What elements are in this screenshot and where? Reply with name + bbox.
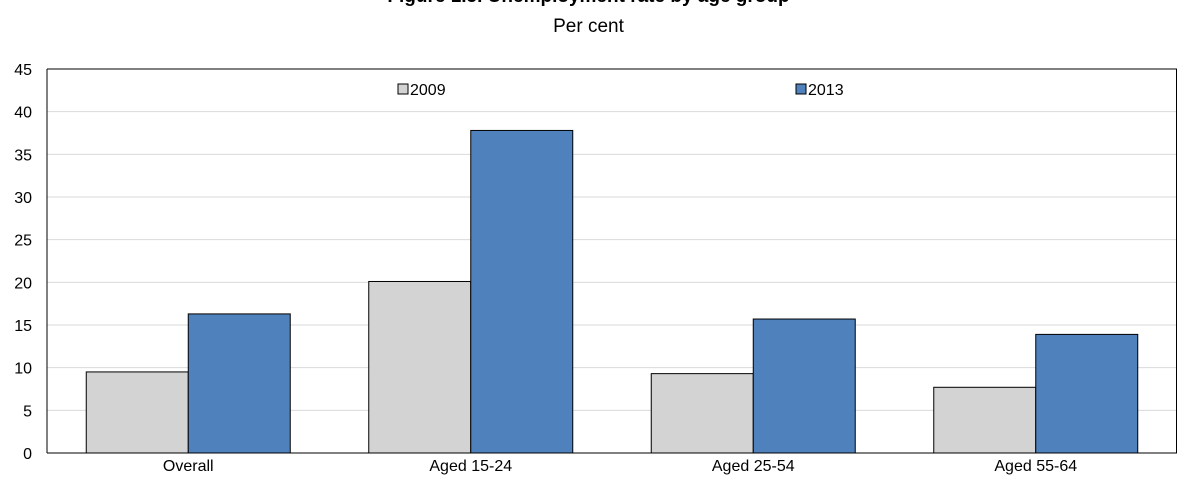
legend-swatch-2013 [795,83,807,95]
bar-2013-3 [752,318,856,454]
legend-label-2013: 2013 [808,82,844,99]
bar-2009-4 [933,386,1037,454]
bar-2013-2 [470,129,574,454]
y-axis-ticks: 0 5 10 15 20 25 30 35 40 45 [14,62,32,463]
y-tick-label: 20 [14,275,32,292]
y-tick-label: 25 [14,233,32,250]
y-tick-label: 35 [14,147,32,164]
y-tick-label: 5 [23,403,32,420]
bar-2009-1 [85,371,189,454]
x-tick-label: Aged 25-54 [712,458,795,475]
chart-title: Figure 1.5. Unemployment rate by age gro… [0,0,1177,8]
y-tick-label: 45 [14,62,32,79]
legend-swatch-2009 [397,83,409,95]
y-tick-label: 10 [14,361,32,378]
bar-2013-1 [187,313,291,454]
y-tick-label: 15 [14,318,32,335]
y-tick-label: 0 [23,446,32,463]
bars [85,129,1139,454]
x-axis-ticks: Overall Aged 15-24 Aged 25-54 Aged 55-64 [163,458,1077,475]
bar-2013-4 [1035,333,1139,454]
legend: 2009 2013 [397,82,844,99]
bar-2009-2 [368,280,472,454]
x-tick-label: Aged 55-64 [994,458,1077,475]
y-tick-label: 40 [14,105,32,122]
legend-label-2009: 2009 [410,82,446,99]
bar-2009-3 [650,373,754,454]
x-tick-label: Overall [163,458,214,475]
chart-subtitle: Per cent [553,16,624,37]
x-tick-label: Aged 15-24 [429,458,512,475]
y-tick-label: 30 [14,190,32,207]
